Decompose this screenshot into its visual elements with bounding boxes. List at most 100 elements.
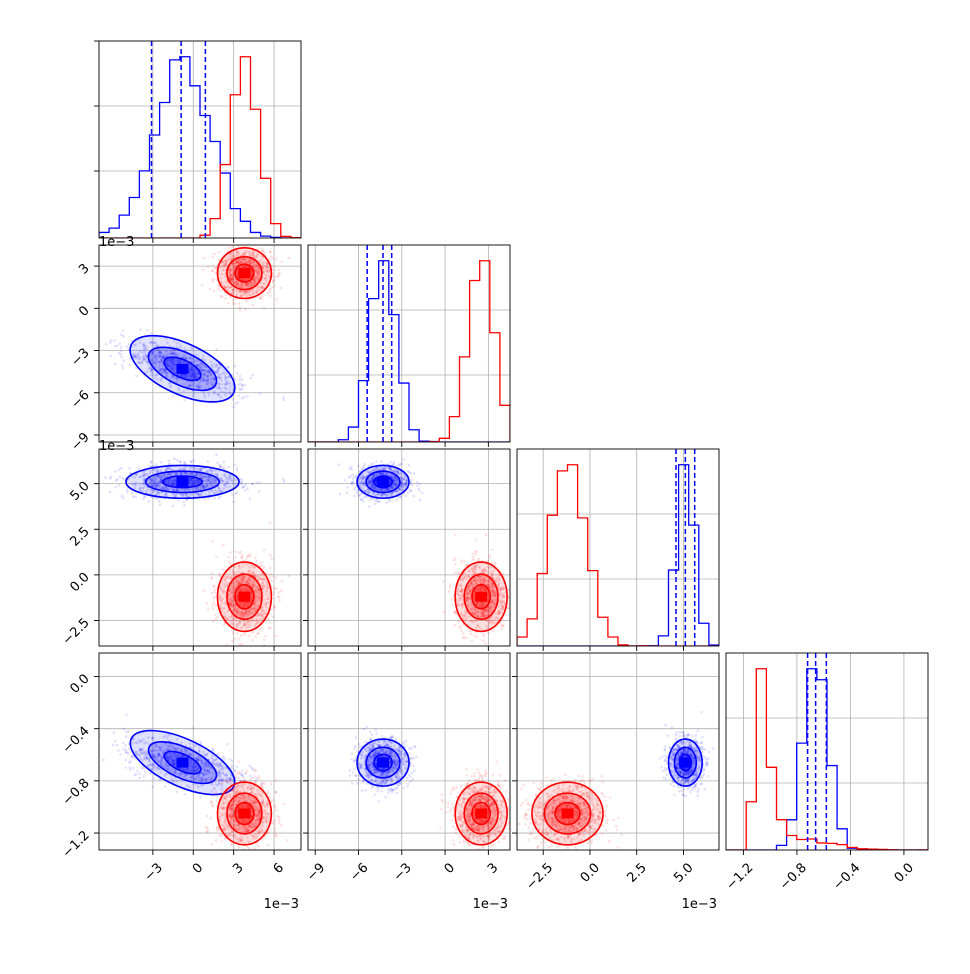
scatter-point <box>244 242 247 245</box>
scatter-point <box>228 561 231 564</box>
scatter-point <box>268 576 271 579</box>
scatter-point <box>216 462 219 465</box>
y-tick-label: −2.5 <box>60 616 93 649</box>
scatter-point <box>243 396 246 399</box>
density-peak <box>238 268 250 278</box>
scatter-point <box>113 339 116 342</box>
density-peak <box>238 592 250 602</box>
scatter-point <box>283 480 286 483</box>
scatter-point <box>218 251 221 254</box>
y-tick-label: 5.0 <box>67 479 92 504</box>
scatter-point <box>236 401 239 404</box>
scatter-point <box>485 533 488 536</box>
scatter-point <box>138 466 141 469</box>
scatter-point <box>362 500 365 503</box>
scatter-point <box>409 489 412 492</box>
scatter-point <box>147 500 150 503</box>
scatter-point <box>120 467 123 470</box>
scatter-point <box>240 551 243 554</box>
scatter-point <box>271 257 274 260</box>
scatter-point <box>227 466 230 469</box>
scatter-point <box>288 257 291 260</box>
scatter-point <box>407 471 410 474</box>
scatter-point <box>211 604 214 607</box>
scatter-point <box>353 488 356 491</box>
scatter-point <box>375 500 378 503</box>
scatter-point <box>234 463 237 466</box>
scatter-point <box>245 300 248 303</box>
scatter-point <box>203 498 206 501</box>
scatter-point <box>122 335 125 338</box>
scatter-point <box>215 556 218 559</box>
scatter-point <box>368 505 371 508</box>
scatter-point <box>395 499 398 502</box>
scatter-point <box>234 556 237 559</box>
scatter-point <box>448 590 451 593</box>
scatter-point <box>105 343 108 346</box>
scatter-point <box>208 497 211 500</box>
scatter-point <box>131 492 134 495</box>
scatter-point <box>280 589 283 592</box>
scatter-point <box>353 494 356 497</box>
scatter-point <box>235 467 238 470</box>
scatter-point <box>215 278 218 281</box>
scatter-point <box>128 467 131 470</box>
scatter-point <box>205 602 208 605</box>
scatter-point <box>263 566 266 569</box>
scatter-point <box>487 632 490 635</box>
scatter-point <box>248 554 251 557</box>
scatter-point <box>278 272 281 275</box>
scatter-point <box>218 573 221 576</box>
scatter-point <box>246 487 249 490</box>
scatter-point <box>263 307 266 310</box>
scatter-point <box>268 258 271 261</box>
scatter-point <box>118 468 121 471</box>
scatter-point <box>360 498 363 501</box>
scatter-point <box>238 388 241 391</box>
scatter-point <box>261 250 264 253</box>
scatter-point <box>244 384 247 387</box>
scatter-point <box>173 457 176 460</box>
scatter-point <box>240 634 243 637</box>
y-tick-label: 0.0 <box>67 570 92 595</box>
scatter-point <box>242 485 245 488</box>
scatter-point <box>244 308 247 311</box>
scatter-point <box>254 556 257 559</box>
scatter-point <box>393 461 396 464</box>
scatter-point <box>458 572 461 575</box>
scatter-point <box>239 307 242 310</box>
scatter-point <box>357 464 360 467</box>
scatter-point <box>404 495 407 498</box>
scatter-point <box>375 460 378 463</box>
scatter-point <box>150 461 153 464</box>
scatter-point <box>358 495 361 498</box>
scatter-point <box>278 599 281 602</box>
scatter-point <box>231 640 234 643</box>
scatter-point <box>269 554 272 557</box>
scatter-point <box>201 284 204 287</box>
scatter-point <box>475 635 478 638</box>
scatter-point <box>417 487 420 490</box>
scatter-point <box>109 355 112 358</box>
scatter-point <box>190 461 193 464</box>
scatter-point <box>487 560 490 563</box>
scatter-point <box>104 476 107 479</box>
scatter-point <box>109 341 112 344</box>
scatter-point <box>217 497 220 500</box>
scatter-point <box>95 471 98 474</box>
scatter-point <box>243 633 246 636</box>
scatter-point <box>168 459 171 462</box>
scatter-point <box>273 276 276 279</box>
scatter-point <box>228 241 231 244</box>
scatter-point <box>215 453 218 456</box>
scatter-point <box>222 544 225 547</box>
scatter-point <box>215 348 218 351</box>
scatter-point <box>346 486 349 489</box>
scatter-point <box>223 624 226 627</box>
scatter-point <box>339 493 342 496</box>
scatter-point <box>122 359 125 362</box>
scatter-point <box>268 573 271 576</box>
scatter-point <box>241 643 244 646</box>
scatter-point <box>211 540 214 543</box>
scatter-point <box>120 356 123 359</box>
